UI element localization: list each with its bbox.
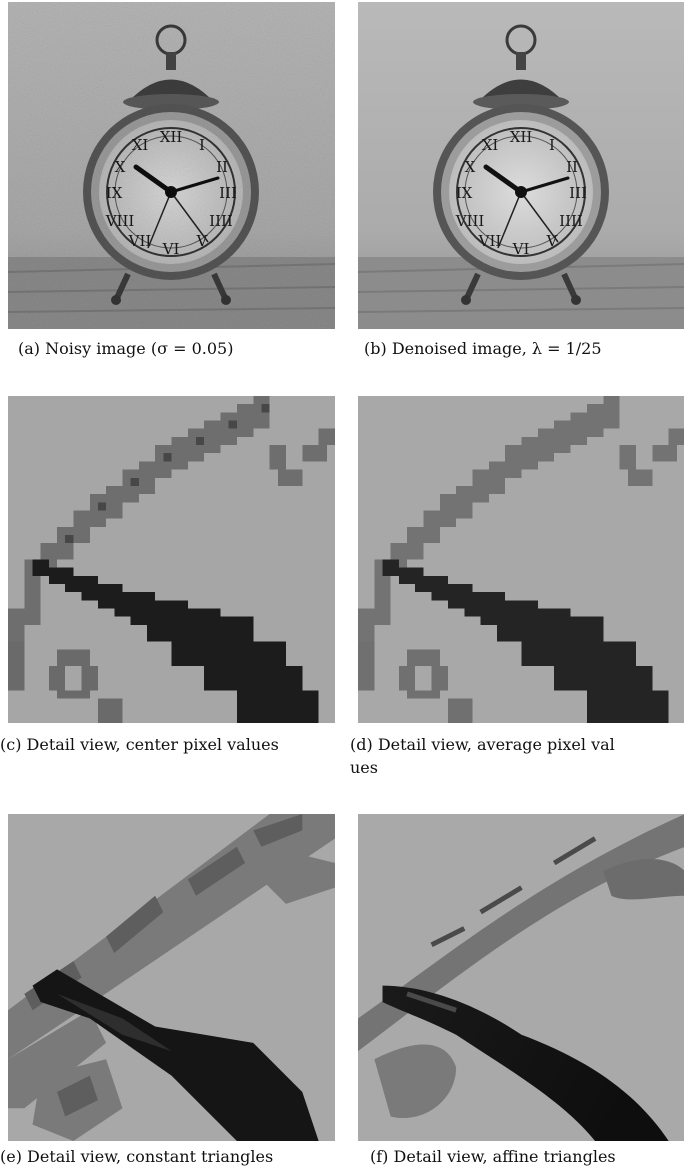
svg-text:I: I [199,136,205,154]
svg-text:IIII: IIII [559,212,583,230]
svg-text:II: II [216,158,228,176]
svg-text:XII: XII [160,128,183,146]
svg-text:X: X [115,158,126,176]
svg-text:VIII: VIII [455,212,485,230]
caption-d-line2: ues [350,758,378,777]
noisy-clock-image: XII I II III IIII V VI VII VIII IX X XI [8,2,335,329]
caption-b: (b) Denoised image, λ = 1/25 [364,339,602,358]
caption-a: (a) Noisy image (σ = 0.05) [18,339,234,358]
denoised-clock-image: XII I II III IIII V VI VII VIII IX X XI [358,2,684,329]
pixel-detail-c [8,396,335,723]
svg-text:V: V [546,232,559,250]
svg-text:VII: VII [128,232,152,250]
caption-f: (f) Detail view, affine triangles [370,1147,616,1166]
detail-affine-triangles-image [358,814,684,1141]
detail-center-pixel-image [8,396,335,723]
detail-constant-triangles-image [8,814,335,1141]
svg-text:VI: VI [512,240,530,258]
svg-text:IX: IX [106,184,123,202]
svg-text:III: III [569,184,587,202]
svg-text:X: X [465,158,476,176]
svg-text:XI: XI [132,136,149,154]
caption-d-line1: (d) Detail view, average pixel val [350,735,615,754]
detail-average-pixel-image [358,396,684,723]
svg-text:V: V [196,232,209,250]
pixel-detail-d [358,396,684,723]
svg-text:VI: VI [162,240,180,258]
caption-c: (c) Detail view, center pixel values [0,735,279,754]
svg-text:IX: IX [456,184,473,202]
svg-text:II: II [566,158,578,176]
svg-text:VII: VII [478,232,502,250]
svg-text:XII: XII [510,128,533,146]
svg-text:VIII: VIII [105,212,135,230]
svg-text:I: I [549,136,555,154]
svg-text:III: III [219,184,237,202]
caption-e: (e) Detail view, constant triangles [0,1147,274,1166]
triangle-detail-f [358,814,684,1141]
svg-text:XI: XI [482,136,499,154]
triangle-detail-e [8,814,335,1141]
svg-text:IIII: IIII [209,212,233,230]
